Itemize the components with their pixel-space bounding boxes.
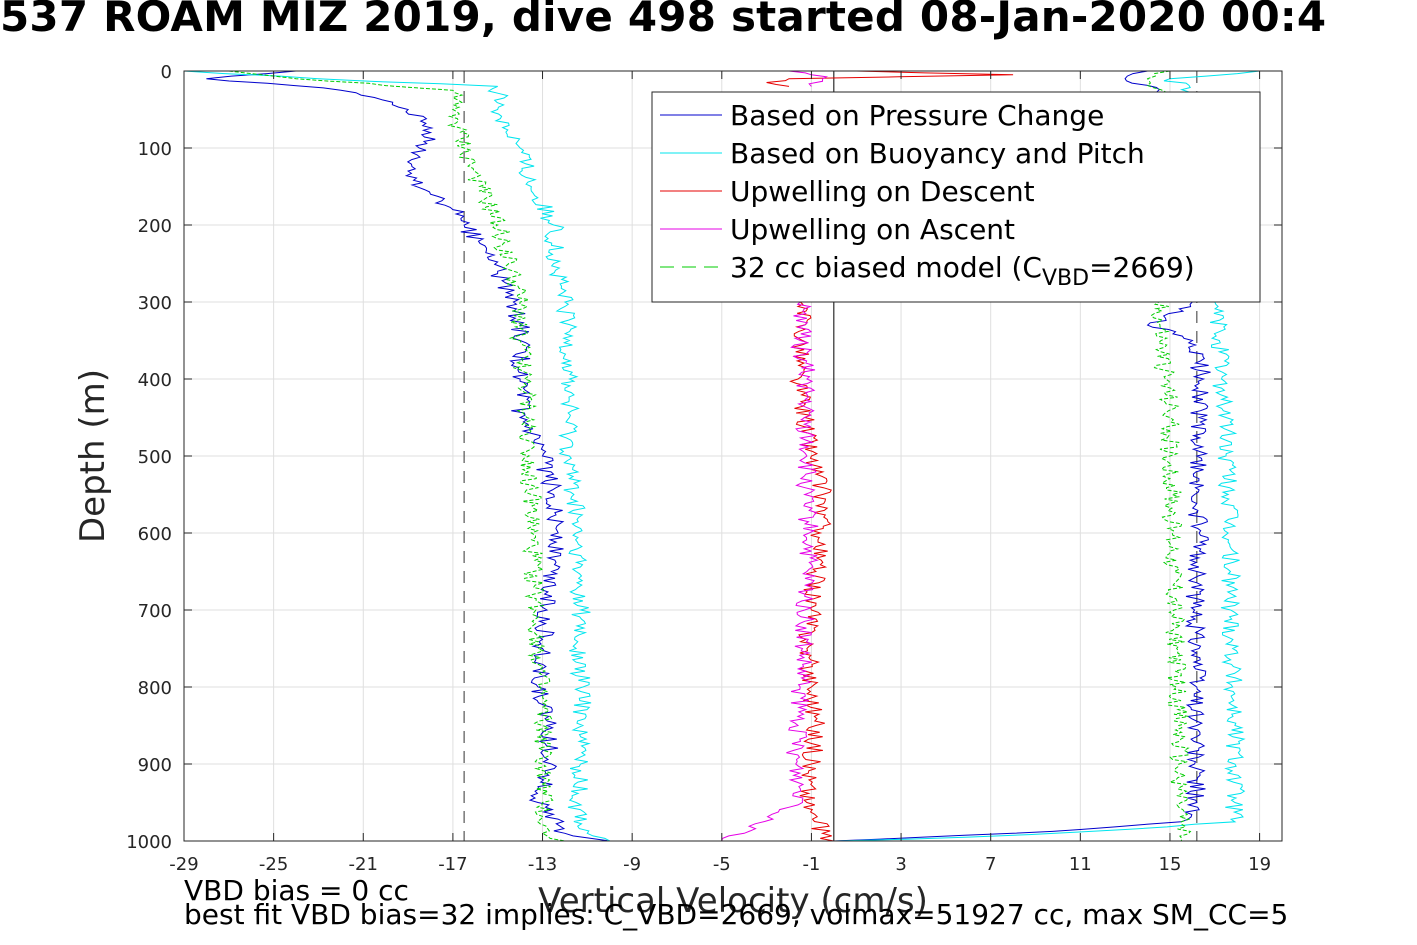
legend-label: Based on Buoyancy and Pitch [730, 137, 1145, 170]
legend-box [651, 91, 1261, 303]
y-tick-label: 0 [161, 62, 172, 83]
y-tick-label: 1000 [126, 832, 172, 853]
series-layer [183, 70, 1260, 842]
footer-vbd-bias: VBD bias = 0 cc [184, 874, 409, 907]
series-line-upwelling-on-ascent [721, 301, 819, 842]
x-tick-label: 7 [985, 854, 996, 875]
series-line-based-on-buoyancy-and-pitch [183, 70, 611, 842]
x-tick-label: -21 [349, 854, 378, 875]
y-tick-label: 300 [138, 293, 172, 314]
x-tick-label: 15 [1159, 854, 1182, 875]
y-tick-label: 700 [138, 601, 172, 622]
x-tick-label: -1 [802, 854, 820, 875]
y-tick-label: 100 [138, 139, 172, 160]
legend: Based on Pressure Change Based on Buoyanc… [651, 91, 1261, 303]
x-axis-label: Vertical Velocity (cm/s) [538, 881, 928, 921]
x-tick-label: -17 [438, 854, 467, 875]
y-tick-label: 200 [138, 216, 172, 237]
series-line-upwelling-on-descent [766, 70, 1014, 87]
series-line-32-cc-biased-model-c-vbd-2669- [1146, 70, 1192, 842]
x-tick-label: 19 [1248, 854, 1271, 875]
series-line-based-on-pressure-change [206, 70, 610, 842]
series-line-upwelling-on-descent [789, 301, 834, 842]
x-tick-label: -29 [169, 854, 198, 875]
legend-label: Based on Pressure Change [730, 99, 1104, 132]
series-line-upwelling-on-ascent [788, 70, 829, 87]
x-tick-label: 11 [1069, 854, 1092, 875]
axis-ticks: -29 -25 -21 -17 -13 -9 -5 -1 3 7 11 15 1901002003004… [126, 62, 1282, 875]
chart-title: 537 ROAM MIZ 2019, dive 498 started 08-J… [0, 0, 1327, 41]
legend-label: Upwelling on Ascent [730, 213, 1015, 246]
x-tick-label: 3 [895, 854, 906, 875]
x-tick-label: -13 [528, 854, 557, 875]
x-tick-label: -25 [259, 854, 288, 875]
x-tick-label: -5 [713, 854, 731, 875]
footer-best-fit: best fit VBD bias=32 implies: C_VBD=2669… [184, 898, 1289, 931]
legend-label-model: 32 cc biased model (CVBD=2669) [730, 251, 1195, 291]
y-tick-label: 900 [138, 755, 172, 776]
legend-label: Upwelling on Descent [730, 175, 1035, 208]
y-tick-label: 600 [138, 524, 172, 545]
y-tick-label: 400 [138, 370, 172, 391]
y-tick-label: 800 [138, 678, 172, 699]
x-tick-label: -9 [623, 854, 641, 875]
series-line-32-cc-biased-model-c-vbd-2669- [228, 70, 565, 842]
y-tick-label: 500 [138, 447, 172, 468]
y-axis-label: Depth (m) [73, 369, 113, 543]
